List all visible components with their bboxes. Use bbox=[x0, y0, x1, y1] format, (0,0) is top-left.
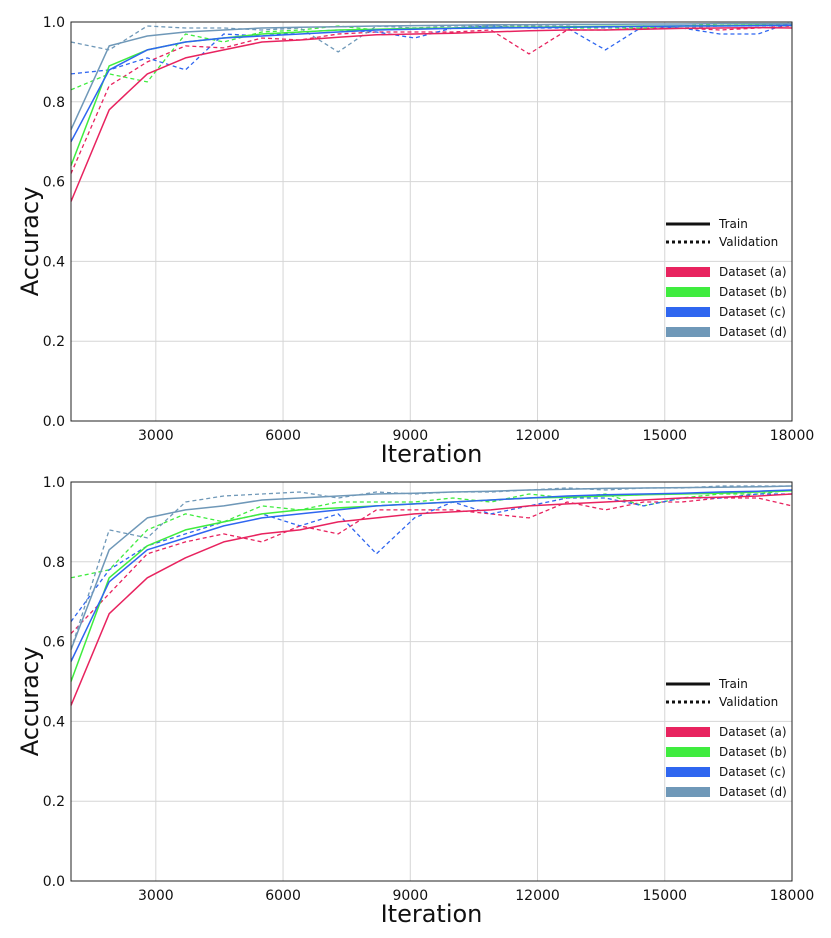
legend-dataset-label: Dataset (b) bbox=[719, 285, 787, 299]
x-tick-label: 12000 bbox=[515, 888, 560, 904]
y-tick-label: 0.6 bbox=[43, 175, 65, 191]
y-tick-label: 0.2 bbox=[43, 334, 65, 350]
y-tick-label: 0.0 bbox=[43, 414, 65, 430]
legend-swatch bbox=[666, 767, 710, 777]
series-line-datasetc-validation bbox=[70, 21, 793, 75]
series-line-dataseta-validation bbox=[70, 25, 793, 174]
x-tick-label: 15000 bbox=[642, 428, 687, 444]
series-line-datasetd-train bbox=[70, 485, 793, 650]
x-tick-label: 12000 bbox=[515, 428, 560, 444]
y-tick-label: 0.2 bbox=[43, 794, 65, 810]
series-line-datasetb-train bbox=[70, 490, 793, 682]
y-tick-label: 0.6 bbox=[43, 635, 65, 651]
x-tick-label: 9000 bbox=[392, 888, 428, 904]
legend-dataset-label: Dataset (d) bbox=[719, 325, 787, 339]
legend-dataset-label: Dataset (b) bbox=[719, 745, 787, 759]
series-line-datasetb-validation bbox=[70, 489, 793, 579]
x-tick-label: 6000 bbox=[265, 888, 301, 904]
x-axis-title: Iteration bbox=[381, 440, 483, 468]
series-line-dataseta-validation bbox=[70, 497, 793, 635]
series-line-datasetc-validation bbox=[70, 493, 792, 622]
y-tick-label: 0.0 bbox=[43, 874, 65, 890]
series-line-datasetd-train bbox=[70, 22, 792, 131]
chart-bottom: 0.0 0.2 0.4 0.6 0.8 1.0 3000 6000 9000 12000 15000… bbox=[16, 475, 814, 928]
x-tick-label: 3000 bbox=[138, 428, 174, 444]
series-line-dataseta-train bbox=[70, 26, 793, 202]
y-tick-label: 0.4 bbox=[43, 254, 65, 270]
legend-swatch bbox=[666, 727, 710, 737]
legend-dataset-label: Dataset (a) bbox=[719, 265, 787, 279]
y-tick-label: 0.8 bbox=[43, 555, 65, 571]
series-line-datasetb-train bbox=[70, 24, 792, 166]
x-tick-label: 9000 bbox=[392, 428, 428, 444]
legend-dataset-label: Dataset (c) bbox=[719, 765, 786, 779]
chart-top: 0.0 0.2 0.4 0.6 0.8 1.0 3000 6000 9000 12000 15000… bbox=[16, 15, 814, 468]
legend-dataset-label: Dataset (c) bbox=[719, 305, 786, 319]
x-tick-label: 18000 bbox=[770, 888, 815, 904]
legend-validation-label: Validation bbox=[719, 235, 778, 249]
legend-train-label: Train bbox=[718, 677, 748, 691]
x-tick-label: 3000 bbox=[138, 888, 174, 904]
legend: Train Validation Dataset (a) Dataset (b) Dat… bbox=[666, 677, 787, 799]
y-tick-label: 1.0 bbox=[43, 475, 65, 491]
series-line-datasetc-train bbox=[70, 24, 793, 143]
y-tick-label: 0.4 bbox=[43, 714, 65, 730]
legend-swatch bbox=[666, 327, 710, 337]
legend-swatch bbox=[666, 287, 710, 297]
legend-swatch bbox=[666, 307, 710, 317]
legend-dataset-label: Dataset (a) bbox=[719, 725, 787, 739]
legend-swatch bbox=[666, 747, 710, 757]
y-axis-title: Accuracy bbox=[16, 187, 44, 297]
x-tick-label: 15000 bbox=[642, 888, 687, 904]
legend-dataset-label: Dataset (d) bbox=[719, 785, 787, 799]
series-line-dataseta-train bbox=[70, 493, 793, 706]
series-line-datasetc-train bbox=[70, 489, 793, 662]
y-tick-label: 0.8 bbox=[43, 95, 65, 111]
x-axis-title: Iteration bbox=[381, 900, 483, 928]
legend-swatch bbox=[666, 787, 710, 797]
series-line-datasetd-validation bbox=[70, 25, 792, 53]
plot-frame bbox=[70, 21, 793, 422]
legend-validation-label: Validation bbox=[719, 695, 778, 709]
legend: Train Validation Dataset (a) Dataset (b) Dat… bbox=[666, 217, 787, 339]
x-tick-label: 6000 bbox=[265, 428, 301, 444]
y-axis-title: Accuracy bbox=[16, 647, 44, 757]
plot-frame bbox=[70, 481, 793, 882]
x-tick-label: 18000 bbox=[770, 428, 815, 444]
y-tick-label: 1.0 bbox=[43, 15, 65, 31]
legend-swatch bbox=[666, 267, 710, 277]
legend-train-label: Train bbox=[718, 217, 748, 231]
